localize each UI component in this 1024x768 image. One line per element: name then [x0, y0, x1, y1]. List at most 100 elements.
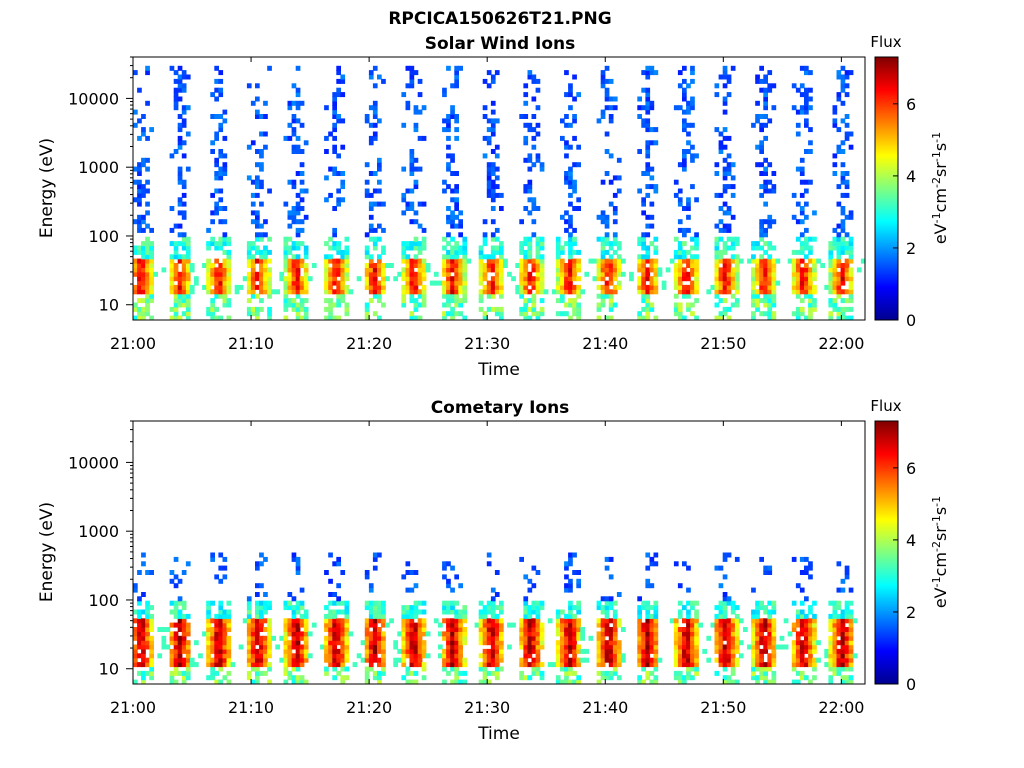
spectrogram-cell	[145, 276, 150, 282]
spectrogram-cell	[267, 311, 272, 317]
spectrogram-cell	[181, 271, 187, 277]
spectrogram-cell	[531, 293, 537, 299]
spectrogram-cell	[401, 644, 407, 650]
spectrogram-cell	[804, 618, 809, 624]
spectrogram-cell	[527, 627, 533, 632]
spectrogram-cell	[771, 293, 777, 299]
spectrogram-cell	[218, 622, 224, 628]
spectrogram-cell	[185, 640, 191, 646]
spectrogram-cell	[255, 83, 260, 89]
spectrogram-cell	[568, 280, 573, 286]
spectrogram-cell	[446, 280, 451, 286]
spectrogram-cell	[804, 280, 809, 286]
spectrogram-cell	[555, 657, 561, 663]
spectrogram-cell	[523, 627, 529, 632]
spectrogram-cell	[523, 657, 529, 663]
spectrogram-cell	[840, 657, 846, 663]
spectrogram-cell	[210, 280, 215, 286]
spectrogram-cell	[377, 118, 382, 124]
spectrogram-cell	[677, 657, 683, 663]
spectrogram-cell	[364, 280, 370, 286]
colorbar-tick-label: 6	[906, 459, 916, 478]
spectrogram-cell	[218, 92, 224, 98]
spectrogram-cell	[799, 609, 805, 615]
spectrogram-cell	[564, 92, 569, 98]
spectrogram-cell	[409, 267, 415, 273]
spectrogram-cell	[722, 157, 728, 163]
spectrogram-cell	[637, 662, 642, 668]
spectrogram-cell	[328, 600, 333, 606]
spectrogram-cell	[401, 197, 407, 203]
spectrogram-cell	[714, 635, 720, 641]
spectrogram-cell	[165, 627, 171, 632]
spectrogram-cell	[405, 640, 411, 646]
spectrogram-cell	[169, 635, 175, 641]
spectrogram-cell	[560, 289, 565, 295]
spectrogram-cell	[767, 118, 773, 124]
spectrogram-cell	[791, 267, 797, 273]
spectrogram-cell	[852, 653, 858, 659]
spectrogram-cell	[295, 87, 301, 93]
spectrogram-cell	[360, 640, 366, 646]
spectrogram-cell	[222, 249, 228, 255]
spectrogram-cell	[482, 219, 488, 225]
spectrogram-cell	[612, 657, 618, 663]
spectrogram-cell	[584, 657, 590, 663]
spectrogram-cell	[189, 284, 195, 290]
spectrogram-cell	[596, 284, 602, 290]
spectrogram-cell	[442, 289, 447, 295]
spectrogram-cell	[218, 679, 224, 684]
spectrogram-cell	[840, 271, 846, 277]
spectrogram-cell	[568, 92, 573, 98]
spectrogram-cell	[832, 263, 838, 268]
spectrogram-cell	[291, 644, 297, 650]
spectrogram-cell	[332, 258, 337, 264]
spectrogram-cell	[519, 635, 524, 641]
spectrogram-cell	[763, 258, 768, 264]
spectrogram-cell	[413, 241, 419, 247]
spectrogram-cell	[808, 565, 813, 571]
spectrogram-cell	[682, 635, 687, 641]
spectrogram-cell	[535, 613, 541, 619]
spectrogram-cell	[568, 622, 573, 628]
spectrogram-cell	[368, 201, 374, 207]
spectrogram-cell	[572, 184, 577, 190]
spectrogram-cell	[332, 315, 337, 320]
spectrogram-cell	[287, 249, 293, 255]
spectrogram-cell	[771, 245, 777, 251]
spectrogram-cell	[250, 280, 256, 286]
spectrogram-cell	[523, 122, 529, 128]
spectrogram-cell	[515, 289, 520, 295]
spectrogram-cell	[417, 241, 423, 247]
spectrogram-cell	[446, 114, 451, 119]
spectrogram-cell	[328, 640, 333, 646]
spectrogram-cell	[539, 263, 545, 268]
spectrogram-cell	[555, 609, 561, 615]
spectrogram-cell	[409, 280, 415, 286]
spectrogram-cell	[173, 644, 179, 650]
spectrogram-cell	[462, 258, 468, 264]
spectrogram-cell	[844, 613, 850, 619]
spectrogram-cell	[490, 131, 496, 137]
spectrogram-cell	[641, 201, 646, 207]
spectrogram-cell	[791, 311, 797, 317]
spectrogram-cell	[718, 644, 724, 650]
spectrogram-cell	[535, 157, 541, 163]
spectrogram-cell	[531, 276, 537, 282]
spectrogram-cell	[645, 109, 651, 115]
spectrogram-cell	[324, 644, 329, 650]
spectrogram-cell	[539, 627, 545, 632]
spectrogram-cell	[336, 258, 341, 264]
spectrogram-cell	[482, 635, 488, 641]
spectrogram-cell	[149, 635, 154, 641]
spectrogram-cell	[751, 271, 756, 277]
spectrogram-cell	[246, 644, 252, 650]
spectrogram-cell	[295, 254, 301, 260]
spectrogram-cell	[401, 675, 407, 681]
spectrogram-cell	[608, 293, 614, 299]
x-tick-label: 21:50	[700, 698, 746, 717]
spectrogram-cell	[336, 293, 341, 299]
spectrogram-cell	[255, 565, 260, 571]
spectrogram-cell	[234, 284, 240, 290]
